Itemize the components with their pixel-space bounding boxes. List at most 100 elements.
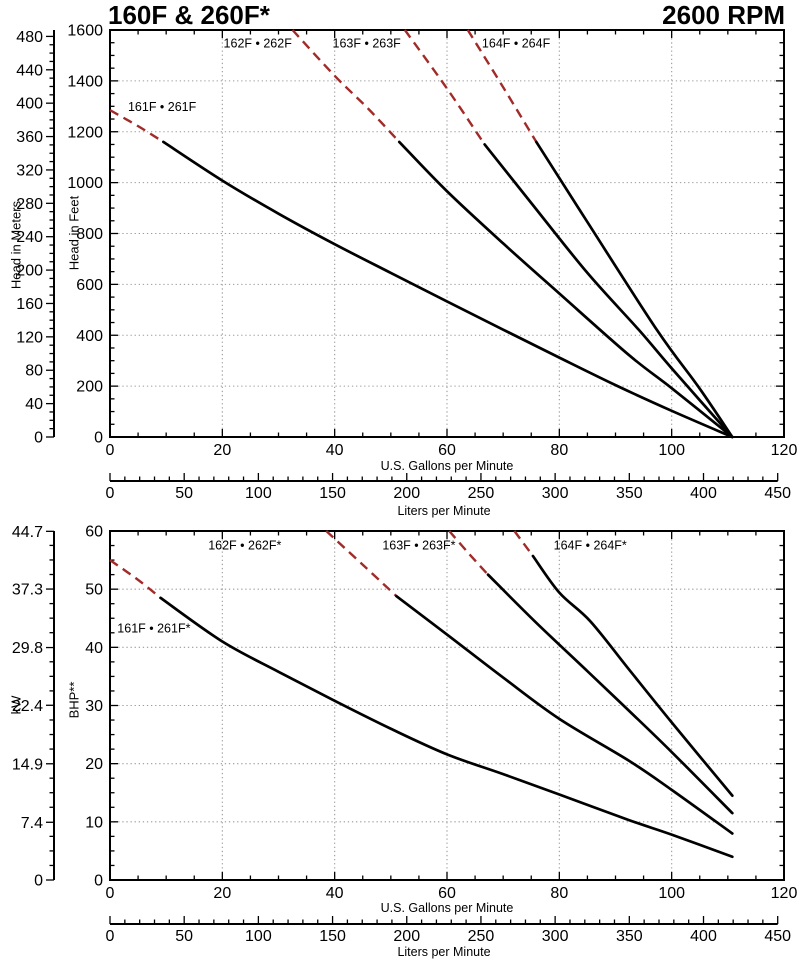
curve-solid-segment xyxy=(531,554,734,798)
svg-text:60: 60 xyxy=(438,442,456,459)
svg-text:450: 450 xyxy=(764,928,791,945)
rpm-label: 2600 RPM xyxy=(662,0,785,30)
svg-text:0: 0 xyxy=(94,430,103,447)
curve-dashed-segment xyxy=(109,109,164,143)
curve-solid-segment xyxy=(395,594,734,835)
svg-text:120: 120 xyxy=(16,329,43,346)
svg-text:800: 800 xyxy=(76,226,103,243)
svg-text:250: 250 xyxy=(468,485,495,502)
svg-text:44.7: 44.7 xyxy=(12,524,43,541)
series-label: 164F • 264F xyxy=(482,37,551,51)
svg-text:40: 40 xyxy=(25,396,43,413)
svg-text:400: 400 xyxy=(16,96,43,113)
svg-text:480: 480 xyxy=(16,29,43,46)
curve-solid-segment xyxy=(162,140,734,439)
svg-text:150: 150 xyxy=(319,485,346,502)
svg-text:60: 60 xyxy=(438,885,456,902)
svg-text:60: 60 xyxy=(85,524,103,541)
svg-text:100: 100 xyxy=(245,928,272,945)
svg-text:40: 40 xyxy=(326,885,344,902)
svg-text:50: 50 xyxy=(175,928,193,945)
svg-text:80: 80 xyxy=(550,442,568,459)
series-label: 164F • 264F* xyxy=(554,538,627,552)
svg-text:100: 100 xyxy=(658,885,685,902)
lpm-axis-title-bottom: Liters per Minute xyxy=(397,944,491,959)
bhp-axis-title: BHP** xyxy=(66,681,82,719)
series-161F-261F: 161F • 261F xyxy=(109,100,734,439)
svg-text:360: 360 xyxy=(16,129,43,146)
kw-axis-title: kW xyxy=(8,695,24,715)
svg-text:29.8: 29.8 xyxy=(12,640,43,657)
x-tick-labels: 0 20 40 60 80 100 120 xyxy=(106,885,798,902)
svg-text:400: 400 xyxy=(690,928,717,945)
svg-text:0: 0 xyxy=(106,885,115,902)
head-feet-axis-title: Head in Feet xyxy=(66,195,82,271)
svg-text:50: 50 xyxy=(175,485,193,502)
curve-solid-segment xyxy=(159,596,734,859)
svg-text:1000: 1000 xyxy=(67,175,103,192)
svg-text:320: 320 xyxy=(16,162,43,179)
svg-text:200: 200 xyxy=(16,263,43,280)
svg-text:0: 0 xyxy=(106,928,115,945)
series-161F-261F-: 161F • 261F* xyxy=(109,559,734,859)
svg-text:120: 120 xyxy=(771,442,798,459)
curve-solid-segment xyxy=(534,140,734,439)
svg-text:20: 20 xyxy=(213,442,231,459)
secondary-y-axis: 0 7.4 14.9 22.4 29.8 37.3 44.7 xyxy=(12,524,55,890)
curve-solid-segment xyxy=(483,143,734,439)
curve-dashed-segment xyxy=(325,530,398,598)
svg-text:20: 20 xyxy=(213,885,231,902)
svg-text:40: 40 xyxy=(326,442,344,459)
curve-dashed-segment xyxy=(403,29,486,146)
curve-solid-segment xyxy=(486,573,734,815)
svg-text:40: 40 xyxy=(85,640,103,657)
x-tick-labels: 0 20 40 60 80 100 120 xyxy=(106,442,798,459)
svg-text:37.3: 37.3 xyxy=(12,582,43,599)
svg-text:50: 50 xyxy=(85,582,103,599)
y-tick-labels: 0 10 20 30 40 50 60 xyxy=(85,524,103,890)
svg-text:7.4: 7.4 xyxy=(21,815,43,832)
svg-text:400: 400 xyxy=(690,485,717,502)
svg-text:160: 160 xyxy=(16,296,43,313)
svg-text:300: 300 xyxy=(542,928,569,945)
series-163F-263F-: 163F • 263F* xyxy=(382,530,734,815)
page-title: 160F & 260F* xyxy=(108,0,270,30)
series-label: 161F • 261F xyxy=(128,100,197,114)
curve-dashed-segment xyxy=(109,559,162,599)
series-label: 163F • 263F* xyxy=(382,538,455,552)
series-label: 161F • 261F* xyxy=(117,622,190,636)
svg-text:350: 350 xyxy=(616,485,643,502)
ticks xyxy=(109,530,785,881)
curve-dashed-segment xyxy=(466,29,538,143)
y-tick-labels: 0 200 400 600 800 1000 1200 1400 1600 xyxy=(67,23,103,447)
svg-text:30: 30 xyxy=(85,698,103,715)
svg-text:80: 80 xyxy=(550,885,568,902)
svg-text:10: 10 xyxy=(85,814,103,831)
svg-text:100: 100 xyxy=(245,485,272,502)
svg-text:280: 280 xyxy=(16,196,43,213)
svg-text:250: 250 xyxy=(468,928,495,945)
svg-text:1600: 1600 xyxy=(67,23,103,40)
series-164F-264F-: 164F • 264F* xyxy=(513,530,734,798)
svg-text:240: 240 xyxy=(16,229,43,246)
svg-text:22.4: 22.4 xyxy=(12,698,43,715)
svg-text:0: 0 xyxy=(94,873,103,890)
svg-text:200: 200 xyxy=(393,485,420,502)
head-capacity-chart: 0 20 40 60 80 100 1200200400600800100012001400… xyxy=(16,23,797,503)
curve-dashed-segment xyxy=(291,29,401,143)
curve-dashed-segment xyxy=(513,530,534,557)
svg-text:200: 200 xyxy=(393,928,420,945)
lpm-axis-title-top: Liters per Minute xyxy=(397,503,491,518)
svg-text:120: 120 xyxy=(771,885,798,902)
svg-text:14.9: 14.9 xyxy=(12,756,43,773)
svg-text:200: 200 xyxy=(76,379,103,396)
series-162F-262F: 162F • 262F xyxy=(224,29,734,439)
svg-text:600: 600 xyxy=(76,277,103,294)
svg-text:0: 0 xyxy=(106,485,115,502)
svg-text:400: 400 xyxy=(76,328,103,345)
svg-text:20: 20 xyxy=(85,756,103,773)
svg-text:1400: 1400 xyxy=(67,73,103,90)
series-163F-263F: 163F • 263F xyxy=(333,29,734,439)
series-label: 163F • 263F xyxy=(333,37,402,51)
